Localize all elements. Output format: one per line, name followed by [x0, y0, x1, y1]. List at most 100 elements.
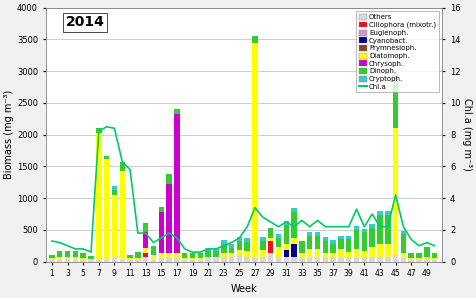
- Bar: [143, 248, 149, 253]
- Bar: [424, 247, 429, 257]
- Bar: [112, 195, 117, 258]
- Bar: [174, 253, 179, 258]
- Bar: [159, 253, 164, 258]
- Bar: [245, 242, 250, 252]
- Bar: [245, 257, 250, 262]
- Bar: [393, 74, 398, 77]
- Bar: [96, 134, 101, 260]
- Bar: [80, 260, 86, 262]
- Bar: [167, 174, 172, 184]
- Bar: [307, 258, 312, 262]
- Bar: [112, 190, 117, 195]
- Bar: [362, 257, 367, 262]
- Bar: [315, 236, 320, 249]
- Bar: [416, 258, 422, 260]
- Bar: [221, 257, 227, 262]
- Bar: [354, 230, 359, 249]
- Bar: [424, 260, 429, 262]
- Bar: [284, 257, 289, 262]
- Bar: [174, 114, 179, 253]
- Bar: [369, 257, 375, 262]
- Bar: [393, 77, 398, 128]
- Bar: [393, 255, 398, 262]
- Bar: [284, 244, 289, 250]
- Bar: [252, 258, 258, 262]
- Bar: [362, 232, 367, 252]
- Bar: [252, 36, 258, 43]
- Bar: [424, 257, 429, 260]
- Bar: [432, 258, 437, 260]
- Bar: [119, 260, 125, 262]
- Bar: [174, 258, 179, 262]
- Bar: [213, 248, 218, 252]
- Bar: [237, 237, 242, 241]
- Bar: [401, 258, 406, 262]
- Bar: [408, 253, 414, 258]
- Bar: [346, 258, 351, 262]
- Bar: [408, 258, 414, 260]
- Bar: [198, 260, 203, 262]
- Bar: [291, 212, 297, 238]
- Bar: [206, 252, 211, 257]
- Bar: [49, 255, 55, 258]
- Bar: [221, 253, 227, 257]
- Bar: [338, 249, 344, 258]
- Bar: [338, 239, 344, 249]
- Bar: [143, 223, 149, 232]
- Bar: [260, 237, 266, 241]
- Bar: [385, 215, 390, 244]
- Bar: [307, 249, 312, 258]
- Bar: [432, 260, 437, 262]
- Bar: [323, 241, 328, 253]
- Bar: [401, 231, 406, 234]
- Bar: [315, 249, 320, 258]
- Bar: [206, 257, 211, 258]
- Bar: [330, 240, 336, 244]
- Bar: [80, 253, 86, 258]
- Bar: [330, 253, 336, 258]
- Bar: [80, 258, 86, 260]
- Bar: [143, 232, 149, 248]
- Bar: [127, 260, 133, 262]
- Bar: [299, 241, 305, 253]
- Bar: [385, 244, 390, 257]
- Bar: [174, 108, 179, 114]
- Bar: [268, 253, 273, 262]
- Bar: [49, 258, 55, 260]
- Bar: [323, 253, 328, 258]
- Bar: [190, 258, 195, 260]
- Bar: [299, 258, 305, 262]
- Bar: [377, 244, 383, 257]
- Bar: [112, 258, 117, 262]
- Bar: [276, 247, 281, 257]
- Bar: [354, 249, 359, 258]
- Bar: [229, 248, 234, 253]
- Bar: [88, 259, 94, 260]
- Bar: [119, 171, 125, 260]
- Bar: [135, 252, 140, 258]
- X-axis label: Week: Week: [231, 284, 258, 294]
- Bar: [151, 246, 156, 255]
- Bar: [401, 253, 406, 258]
- Bar: [346, 239, 351, 252]
- Bar: [206, 258, 211, 262]
- Bar: [330, 258, 336, 262]
- Bar: [245, 238, 250, 242]
- Bar: [229, 257, 234, 262]
- Bar: [237, 250, 242, 255]
- Bar: [151, 260, 156, 262]
- Bar: [330, 244, 336, 253]
- Bar: [385, 257, 390, 262]
- Bar: [88, 260, 94, 262]
- Bar: [119, 162, 125, 171]
- Bar: [299, 253, 305, 258]
- Bar: [112, 186, 117, 190]
- Bar: [315, 258, 320, 262]
- Bar: [393, 128, 398, 255]
- Bar: [221, 244, 227, 253]
- Bar: [73, 252, 78, 257]
- Bar: [354, 258, 359, 262]
- Bar: [268, 238, 273, 241]
- Bar: [167, 184, 172, 253]
- Bar: [206, 248, 211, 252]
